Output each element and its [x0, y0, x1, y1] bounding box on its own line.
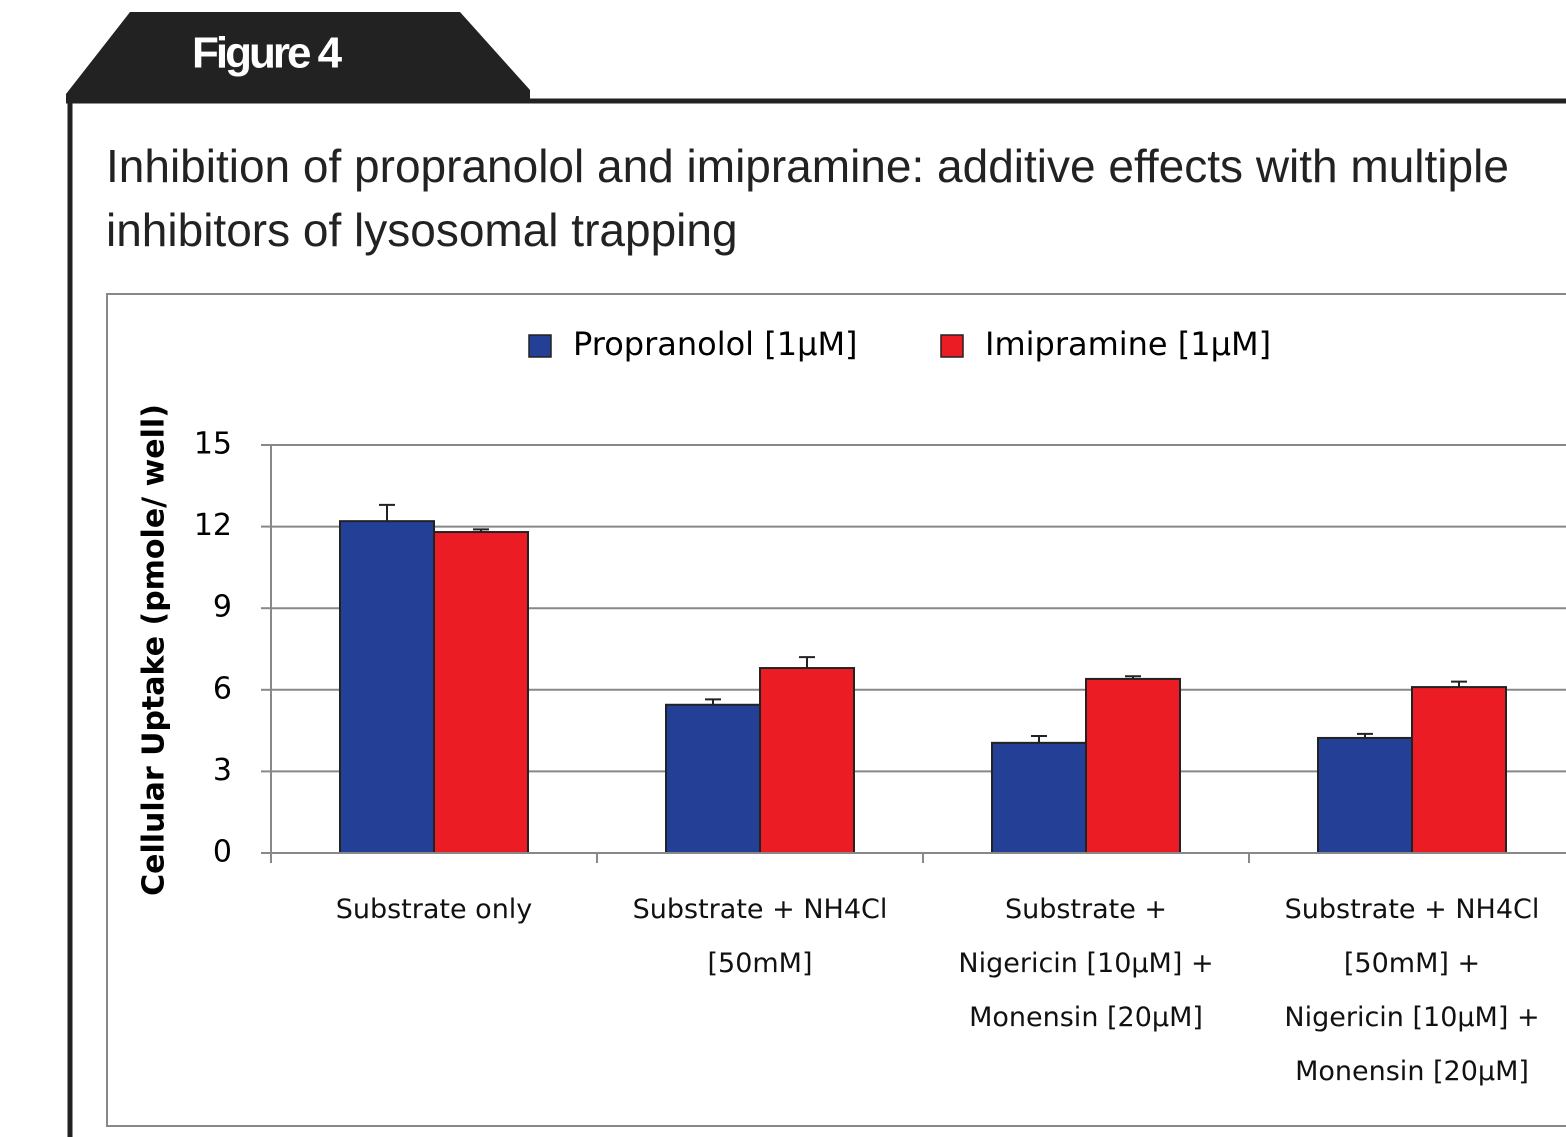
bar: [1411, 686, 1507, 855]
error-bar: [799, 656, 815, 669]
legend-label: Propranolol [1µM]: [573, 325, 858, 363]
bar: [665, 703, 761, 855]
bar: [991, 741, 1087, 855]
x-tick-label: Substrate only: [335, 894, 533, 925]
error-bar: [473, 528, 489, 533]
x-tick-label: Substrate + NH4Cl [50mM]: [632, 894, 888, 979]
y-tick-label: 9: [213, 590, 232, 625]
x-tick-label: Substrate + Nigericin [10µM] + Monensin …: [958, 894, 1214, 1033]
error-bar: [379, 503, 395, 522]
legend-label: Imipramine [1µM]: [985, 325, 1271, 363]
error-bar: [1451, 680, 1467, 688]
y-axis-label: Cellular Uptake (pmole/ well): [137, 404, 172, 896]
y-tick-label: 3: [213, 753, 232, 788]
bar: [1317, 736, 1413, 854]
figure-tab: [66, 12, 530, 100]
error-bar: [705, 698, 721, 705]
x-tick-label: Substrate + NH4Cl [50mM] + Nigericin [10…: [1284, 894, 1540, 1087]
bar: [1085, 677, 1181, 854]
legend-swatch: [528, 334, 552, 358]
bar: [433, 531, 529, 854]
error-bar: [1357, 732, 1373, 738]
bar: [759, 667, 855, 854]
figure-label: Figure 4: [192, 29, 343, 78]
chart-title: Inhibition of propranolol and imipramine…: [106, 140, 1509, 256]
error-bar: [1031, 735, 1047, 743]
bar: [339, 520, 435, 854]
y-tick-label: 12: [194, 508, 232, 543]
error-bar: [1125, 675, 1141, 679]
y-tick-label: 15: [194, 427, 232, 462]
y-tick-label: 6: [213, 671, 232, 706]
chart-box: [106, 293, 1566, 1127]
y-tick-label: 0: [213, 835, 232, 870]
legend-swatch: [940, 334, 964, 358]
